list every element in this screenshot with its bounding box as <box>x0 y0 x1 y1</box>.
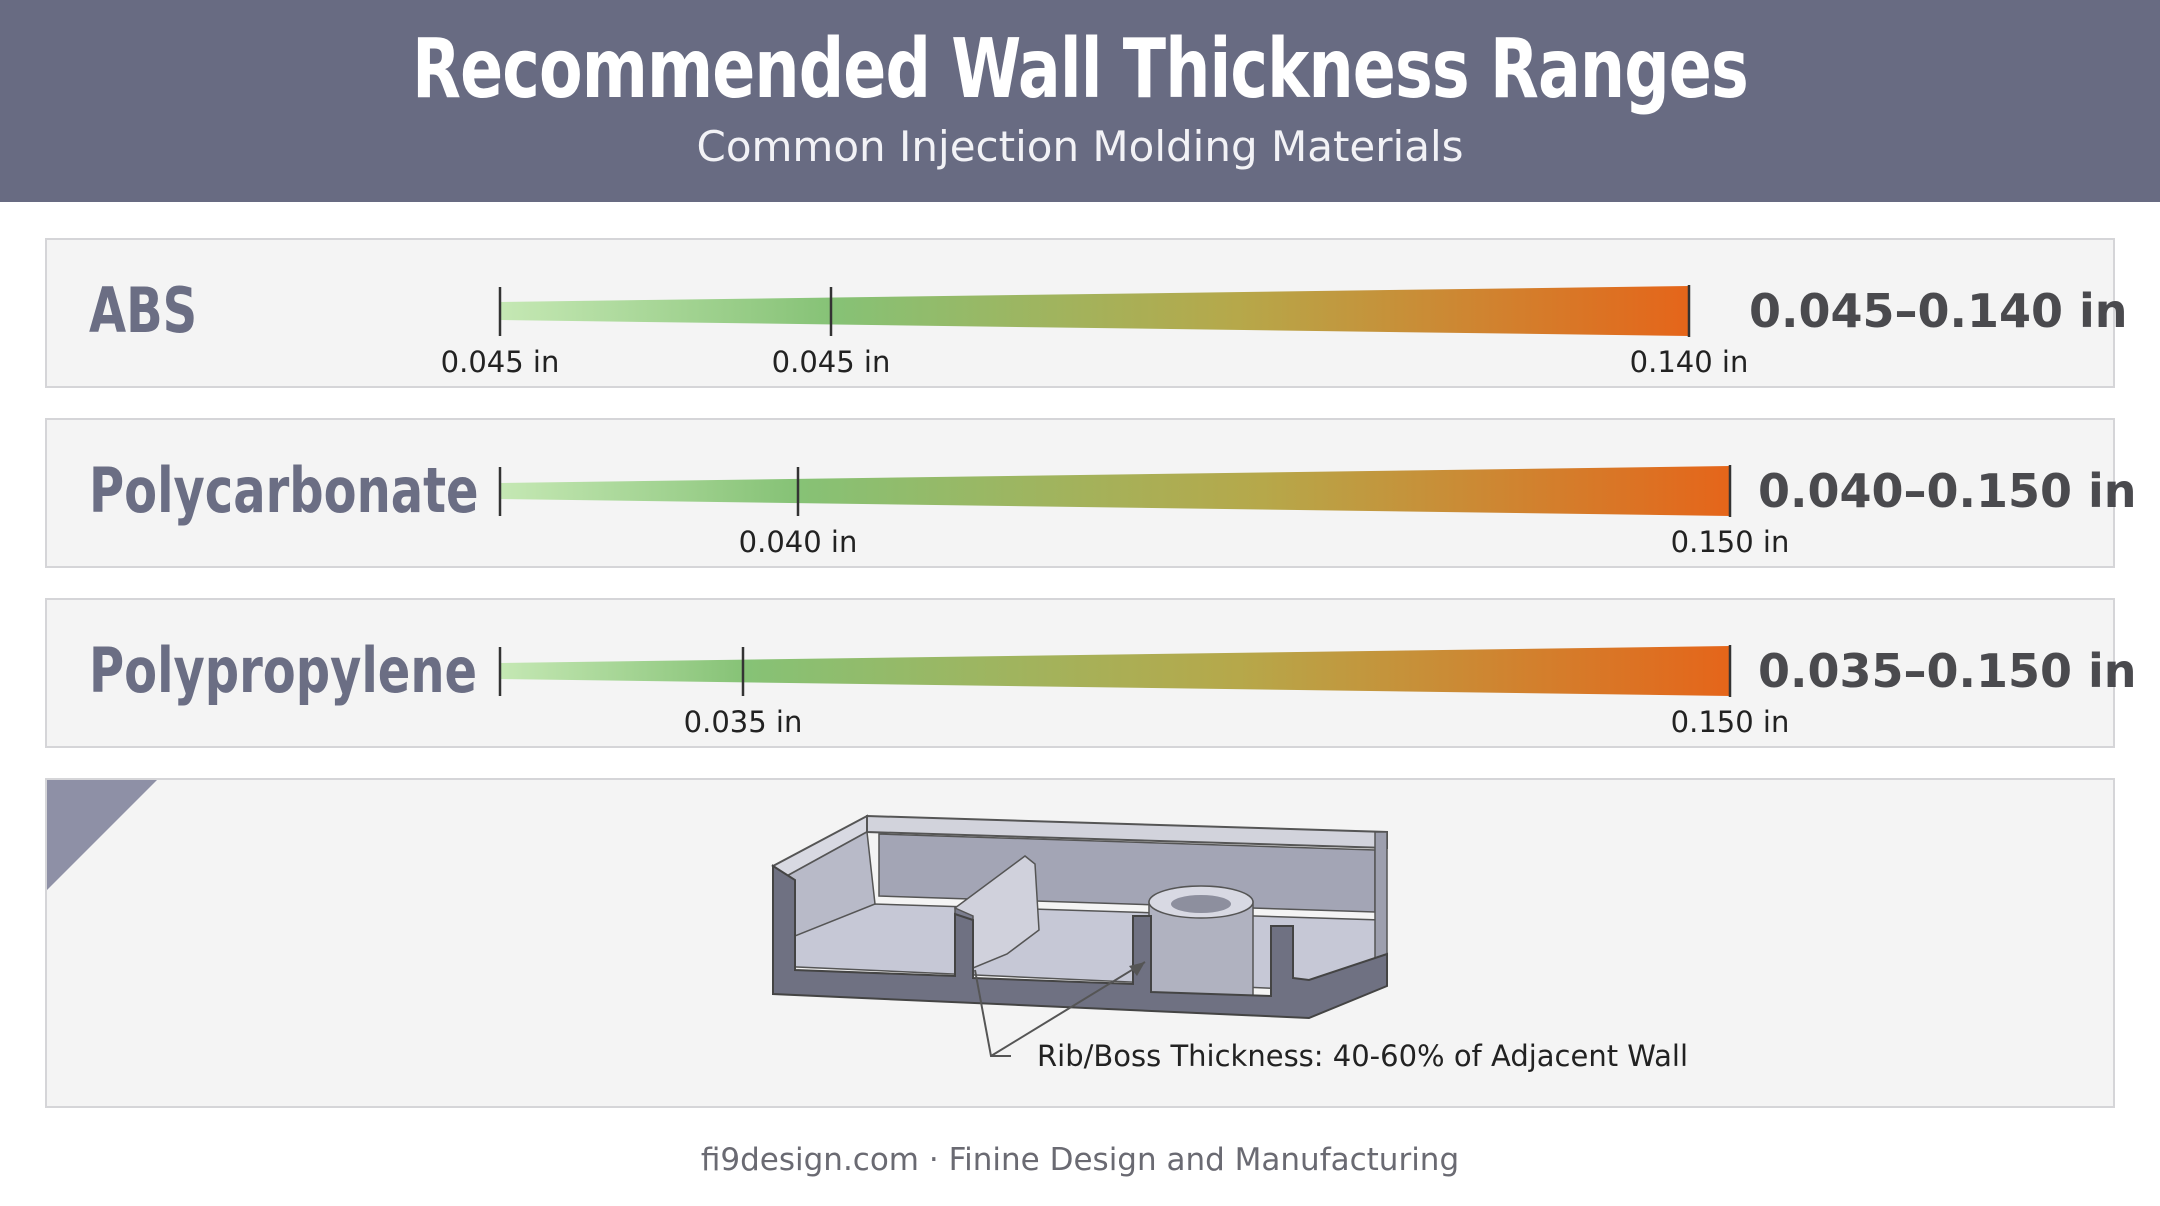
arrowhead <box>1129 962 1145 976</box>
material-name: Polycarbonate <box>89 454 479 527</box>
range-label: 0.035–0.150 in <box>1758 644 2137 698</box>
tick-label: 0.150 in <box>1671 705 1790 739</box>
tick-label: 0.140 in <box>1630 345 1749 379</box>
thickness-range-bar: 0.045 in 0.045 in 0.140 in <box>441 285 1749 379</box>
material-row-polypropylene: Polypropylene 0.035 in 0.150 in 0.035–0.… <box>45 598 2137 748</box>
page-title: Recommended Wall Thickness Ranges <box>412 22 1749 117</box>
corner-accent <box>47 780 157 890</box>
tick-label: 0.035 in <box>684 705 803 739</box>
thickness-range-bar: 0.035 in 0.150 in <box>498 645 1790 739</box>
material-name: ABS <box>89 274 198 347</box>
footer-credit: fi9design.com · Finine Design and Manufa… <box>700 1142 1460 1178</box>
range-wedge <box>500 646 1730 696</box>
range-wedge <box>500 466 1730 516</box>
rib-boss-diagram-panel: Rib/Boss Thickness: 40-60% of Adjacent W… <box>45 778 2115 1108</box>
tick-label: 0.040 in <box>739 525 858 559</box>
material-name: Polypropylene <box>89 634 478 707</box>
boss-hole <box>1171 895 1231 913</box>
material-row-polycarbonate: Polycarbonate 0.040 in 0.150 in 0.040–0.… <box>45 418 2137 568</box>
tick-label: 0.045 in <box>772 345 891 379</box>
range-wedge <box>500 286 1689 336</box>
front-profile <box>772 864 1388 1020</box>
header-banner: Recommended Wall Thickness Ranges Common… <box>0 0 2160 202</box>
thickness-range-bar: 0.040 in 0.150 in <box>498 465 1790 559</box>
rib-boss-diagram: Rib/Boss Thickness: 40-60% of Adjacent W… <box>47 780 1688 1073</box>
callout-leader <box>990 961 1146 1057</box>
tick-label: 0.045 in <box>441 345 560 379</box>
callout-label: Rib/Boss Thickness: 40-60% of Adjacent W… <box>1037 1039 1688 1073</box>
tick-label: 0.150 in <box>1671 525 1790 559</box>
material-row-abs: ABS 0.045 in 0.045 in 0.140 in 0.045–0.1… <box>45 238 2128 388</box>
right-wall <box>1374 831 1388 960</box>
range-label: 0.040–0.150 in <box>1758 464 2137 518</box>
range-label: 0.045–0.140 in <box>1749 284 2128 338</box>
page-subtitle: Common Injection Molding Materials <box>696 122 1464 171</box>
